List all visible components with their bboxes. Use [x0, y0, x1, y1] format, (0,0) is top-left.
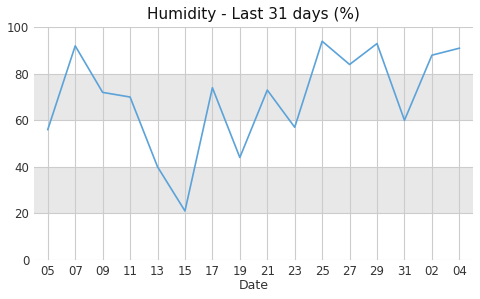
X-axis label: Date: Date: [239, 279, 268, 292]
Bar: [34, 74, 473, 120]
Title: Humidity - Last 31 days (%): Humidity - Last 31 days (%): [147, 7, 360, 22]
Bar: [34, 120, 473, 167]
Bar: [34, 213, 473, 260]
Bar: [34, 27, 473, 74]
Bar: [34, 167, 473, 213]
